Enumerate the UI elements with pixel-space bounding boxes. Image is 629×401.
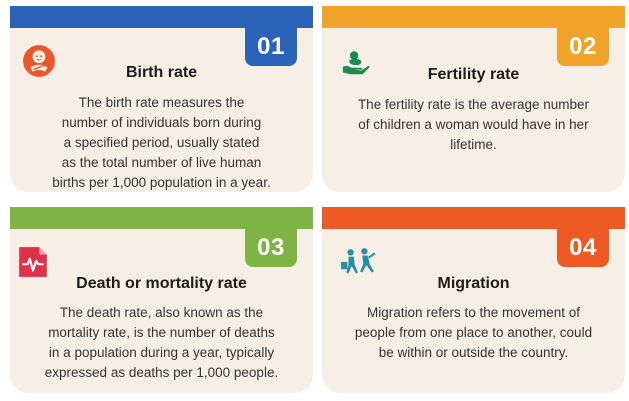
baby-icon [23,45,55,77]
card-description: The birth rate measures the number of in… [10,93,313,193]
card-description: The death rate, also known as the mortal… [10,303,313,383]
card-top-bar [322,207,625,229]
description-line: The death rate, also known as the [59,305,264,320]
card-number-badge: 01 [245,28,297,66]
description-line: expressed as deaths per 1,000 people. [44,365,279,380]
description-line: as the total number of live human [61,155,262,170]
card-title: Death or mortality rate [76,275,247,292]
description-line: The birth rate measures the [78,95,245,110]
description-line: births per 1,000 population in a year. [52,175,271,190]
card-number-badge: 04 [557,229,609,267]
card-title: Fertility rate [427,66,520,83]
description-line: in a population during a year, typically [48,345,275,360]
card-death-rate: 03 Death or mortality rate The death rat… [10,207,313,393]
description-line: The fertility rate is the average number [357,97,590,112]
card-title: Birth rate [125,64,198,81]
card-top-bar [10,6,313,28]
card-top-bar [322,6,625,28]
baby-in-hand-icon [342,51,370,75]
travelers-icon [341,248,376,274]
heartbeat-icon [19,247,47,277]
card-top-bar [10,207,313,229]
description-line: lifetime. [450,137,497,152]
card-title: Migration [437,275,510,292]
card-description: The fertility rate is the average number… [322,95,625,155]
description-line: of children a woman would have in her [358,117,589,132]
description-line: a specified period, usually stated [63,135,260,150]
card-number-badge: 03 [245,229,297,267]
description-line: number of individuals born during [61,115,262,130]
description-line: people from one place to another, could [354,325,593,340]
card-description: Migration refers to the movement of peop… [322,303,625,363]
description-line: Migration refers to the movement of [366,305,581,320]
card-number-badge: 02 [557,28,609,66]
card-migration: 04 Migration Migration refers to the mov… [322,207,625,393]
card-birth-rate: 01 Birth rate The birth rate measures th… [10,6,313,192]
card-fertility-rate: 02 Fertility rate The fertility rate is … [322,6,625,192]
description-line: be within or outside the country. [378,345,569,360]
description-line: mortality rate, is the number of deaths [48,325,275,340]
